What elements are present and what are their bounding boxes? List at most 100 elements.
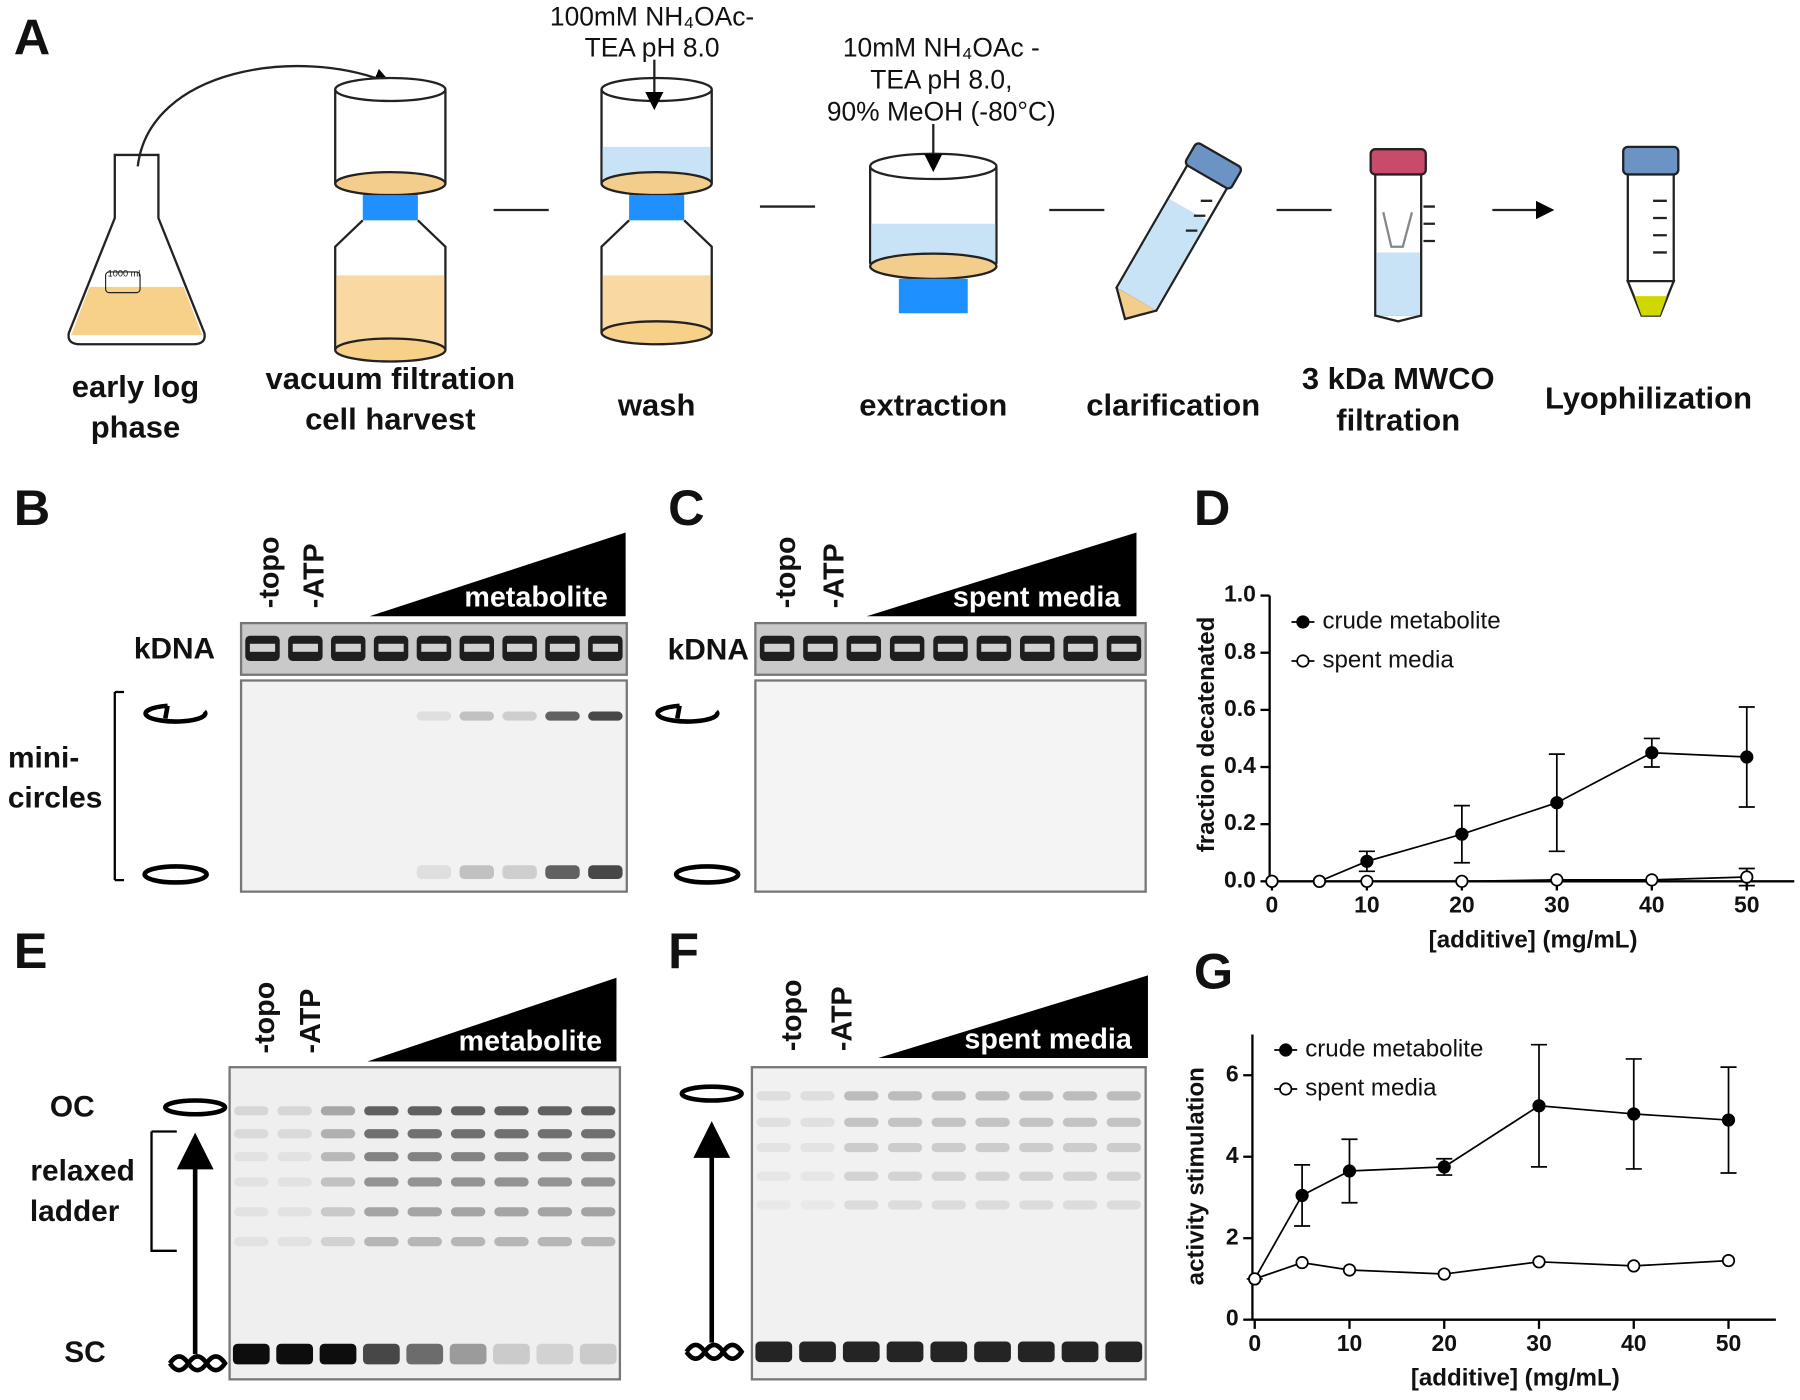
panel-label: D bbox=[1194, 479, 1230, 536]
data-point bbox=[1455, 827, 1469, 841]
gel-band bbox=[1062, 1142, 1098, 1153]
data-point bbox=[1721, 1113, 1736, 1127]
data-point bbox=[1342, 1263, 1357, 1277]
gel-band bbox=[545, 711, 580, 721]
gel-band bbox=[537, 1177, 573, 1187]
gel-band bbox=[975, 1171, 1010, 1181]
gel-band bbox=[320, 1207, 356, 1217]
gel-band bbox=[459, 865, 495, 880]
gel-band bbox=[1062, 1091, 1098, 1101]
side-label: ladder bbox=[30, 1195, 120, 1228]
gel-band bbox=[320, 1129, 356, 1139]
gel-band bbox=[234, 1152, 269, 1162]
data-point bbox=[1740, 870, 1754, 884]
x-tick-label: 10 bbox=[1354, 892, 1380, 918]
well-highlight bbox=[1111, 643, 1137, 652]
y-axis-label: activity stimulation bbox=[1183, 1067, 1210, 1285]
y-tick-label: 2 bbox=[1226, 1223, 1239, 1249]
gel-band bbox=[1105, 1341, 1143, 1363]
gel-band bbox=[494, 1177, 529, 1187]
gel-band bbox=[580, 1237, 616, 1247]
y-axis-label: fraction decatenated bbox=[1193, 617, 1220, 853]
gel-band bbox=[234, 1106, 269, 1116]
legend-label: spent media bbox=[1322, 646, 1454, 673]
gel-band bbox=[1106, 1171, 1142, 1181]
gel-band bbox=[844, 1117, 879, 1127]
gel-band bbox=[407, 1152, 442, 1162]
data-point bbox=[1437, 1160, 1451, 1174]
gel-band bbox=[493, 1343, 530, 1365]
gel-band bbox=[449, 1343, 487, 1365]
well-highlight bbox=[1024, 643, 1050, 652]
gel-band bbox=[1017, 1341, 1055, 1363]
gel-band bbox=[1106, 1142, 1142, 1153]
x-tick-label: 0 bbox=[1266, 892, 1279, 918]
data-point bbox=[1265, 874, 1279, 888]
x-tick-label: 10 bbox=[1337, 1330, 1363, 1356]
gel-band bbox=[756, 1142, 792, 1153]
gel-band bbox=[277, 1106, 312, 1116]
gel-band bbox=[364, 1106, 399, 1116]
lane-label: -topo bbox=[776, 979, 808, 1051]
gel-band bbox=[494, 1106, 529, 1116]
gel-band bbox=[277, 1152, 312, 1162]
gel-band bbox=[800, 1091, 835, 1101]
gel-band bbox=[755, 1341, 793, 1363]
well-highlight bbox=[507, 643, 533, 652]
legend-label: crude metabolite bbox=[1305, 1035, 1483, 1062]
gel-band bbox=[450, 1177, 486, 1187]
y-tick-label: 0.4 bbox=[1224, 752, 1256, 778]
step-label: clarification bbox=[1086, 388, 1260, 423]
gel-band bbox=[975, 1091, 1010, 1101]
step-label: cell harvest bbox=[305, 401, 475, 436]
gel-band bbox=[364, 1207, 399, 1217]
data-point bbox=[1740, 750, 1754, 764]
y-tick-label: 0.0 bbox=[1224, 866, 1256, 892]
gel-band bbox=[887, 1171, 923, 1181]
gel-band bbox=[363, 1343, 400, 1365]
gel-band bbox=[1062, 1117, 1098, 1127]
gel-band bbox=[545, 865, 580, 880]
data-point bbox=[1360, 874, 1374, 888]
legend-marker bbox=[1279, 1043, 1293, 1057]
well-highlight bbox=[807, 643, 834, 652]
gel-band bbox=[1019, 1117, 1054, 1127]
data-point bbox=[1312, 874, 1327, 888]
well-highlight bbox=[464, 643, 490, 652]
gel-band bbox=[580, 1177, 616, 1187]
gel-band bbox=[407, 1106, 442, 1116]
gel-band bbox=[975, 1200, 1010, 1210]
step-label: extraction bbox=[859, 388, 1007, 423]
gel-band bbox=[494, 1129, 529, 1139]
well-highlight bbox=[249, 643, 276, 652]
gel-band bbox=[537, 1106, 573, 1116]
data-point bbox=[1455, 874, 1469, 888]
panel-label: C bbox=[668, 479, 704, 536]
gel-band bbox=[588, 865, 623, 880]
gel-band bbox=[450, 1207, 486, 1217]
gel-band bbox=[886, 1341, 924, 1363]
x-tick-label: 20 bbox=[1449, 892, 1475, 918]
gel-band bbox=[844, 1171, 879, 1181]
side-label: relaxed bbox=[30, 1155, 135, 1188]
data-point bbox=[1437, 1267, 1451, 1281]
legend-label: spent media bbox=[1305, 1074, 1437, 1101]
gel-band bbox=[579, 1343, 617, 1365]
step-label: early log bbox=[72, 369, 199, 404]
gel-band bbox=[494, 1207, 529, 1217]
data-point bbox=[1645, 746, 1659, 760]
panel-label: F bbox=[668, 922, 699, 979]
data-point bbox=[1342, 1164, 1357, 1178]
y-tick-label: 0 bbox=[1226, 1305, 1239, 1331]
gradient-label: metabolite bbox=[464, 582, 607, 614]
series-line bbox=[1271, 751, 1747, 883]
side-label: mini- bbox=[8, 742, 79, 775]
gel-band bbox=[537, 1152, 573, 1162]
gel-band bbox=[1062, 1171, 1098, 1181]
side-label: SC bbox=[64, 1336, 105, 1369]
panel-label: A bbox=[14, 9, 50, 66]
gel-band bbox=[799, 1341, 836, 1363]
series-line bbox=[1254, 1259, 1729, 1280]
gel-band bbox=[887, 1091, 923, 1101]
y-tick-label: 4 bbox=[1226, 1142, 1239, 1168]
